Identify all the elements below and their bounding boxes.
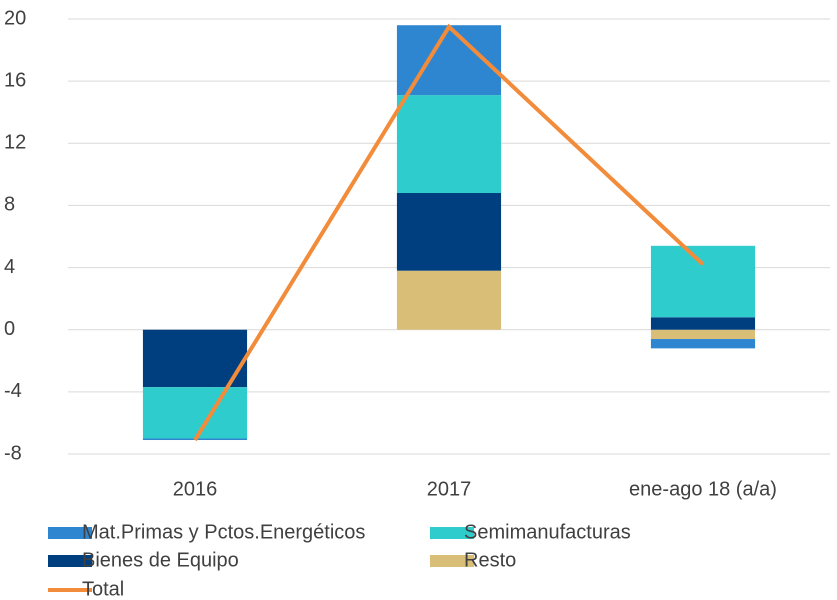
y-tick-label: 20 (4, 7, 26, 29)
legend-swatch (430, 527, 474, 539)
bar (650, 329, 756, 340)
bar (650, 339, 756, 349)
legend-swatch (48, 527, 92, 539)
legend-label: Total (82, 578, 124, 600)
bar (650, 317, 756, 330)
bar (650, 245, 756, 318)
y-tick-label: 0 (4, 318, 15, 340)
x-tick-label: 2016 (173, 478, 218, 500)
y-tick-label: 16 (4, 69, 26, 91)
legend-swatch (48, 555, 92, 567)
bar (396, 95, 502, 193)
x-tick-label: ene-ago 18 (a/a) (629, 478, 777, 500)
y-tick-label: 12 (4, 132, 26, 154)
legend-swatch (430, 555, 474, 567)
legend-label: Mat.Primas y Pctos.Energéticos (82, 521, 365, 543)
bar (142, 329, 248, 388)
line (193, 23, 705, 442)
bar (142, 387, 248, 439)
bar (396, 193, 502, 271)
bar (396, 270, 502, 330)
y-tick-label: 4 (4, 256, 15, 278)
legend-label: Semimanufacturas (464, 521, 631, 543)
y-tick-label: -4 (4, 380, 22, 402)
legend-label: Bienes de Equipo (82, 549, 239, 571)
y-tick-label: -8 (4, 442, 22, 464)
x-tick-label: 2017 (427, 478, 472, 500)
y-tick-label: 8 (4, 194, 15, 216)
legend-label: Resto (464, 549, 516, 571)
